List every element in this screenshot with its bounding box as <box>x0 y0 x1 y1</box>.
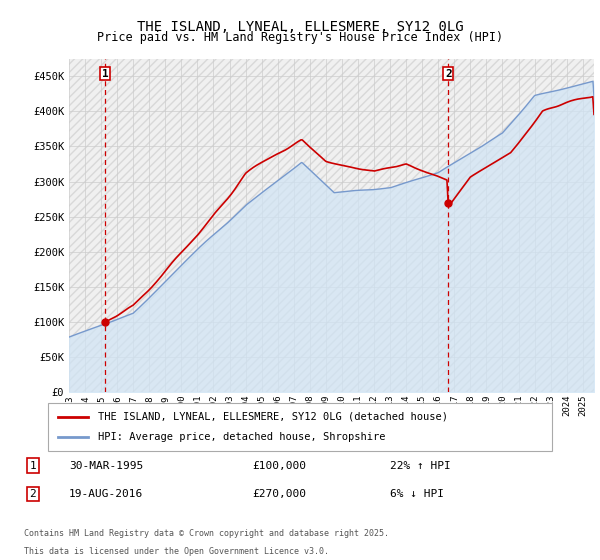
FancyBboxPatch shape <box>48 403 552 451</box>
Text: 2: 2 <box>29 489 37 499</box>
Text: THE ISLAND, LYNEAL, ELLESMERE, SY12 0LG: THE ISLAND, LYNEAL, ELLESMERE, SY12 0LG <box>137 20 463 34</box>
Text: 6% ↓ HPI: 6% ↓ HPI <box>390 489 444 499</box>
Text: 1: 1 <box>29 460 37 470</box>
Text: 1: 1 <box>101 69 109 79</box>
Text: Contains HM Land Registry data © Crown copyright and database right 2025.: Contains HM Land Registry data © Crown c… <box>24 529 389 538</box>
Text: £270,000: £270,000 <box>252 489 306 499</box>
Text: This data is licensed under the Open Government Licence v3.0.: This data is licensed under the Open Gov… <box>24 548 329 557</box>
Text: THE ISLAND, LYNEAL, ELLESMERE, SY12 0LG (detached house): THE ISLAND, LYNEAL, ELLESMERE, SY12 0LG … <box>98 412 448 422</box>
Text: 2: 2 <box>445 69 452 79</box>
Text: 19-AUG-2016: 19-AUG-2016 <box>69 489 143 499</box>
Text: 30-MAR-1995: 30-MAR-1995 <box>69 460 143 470</box>
Text: Price paid vs. HM Land Registry's House Price Index (HPI): Price paid vs. HM Land Registry's House … <box>97 31 503 44</box>
Text: HPI: Average price, detached house, Shropshire: HPI: Average price, detached house, Shro… <box>98 432 386 442</box>
Text: 22% ↑ HPI: 22% ↑ HPI <box>390 460 451 470</box>
Text: £100,000: £100,000 <box>252 460 306 470</box>
